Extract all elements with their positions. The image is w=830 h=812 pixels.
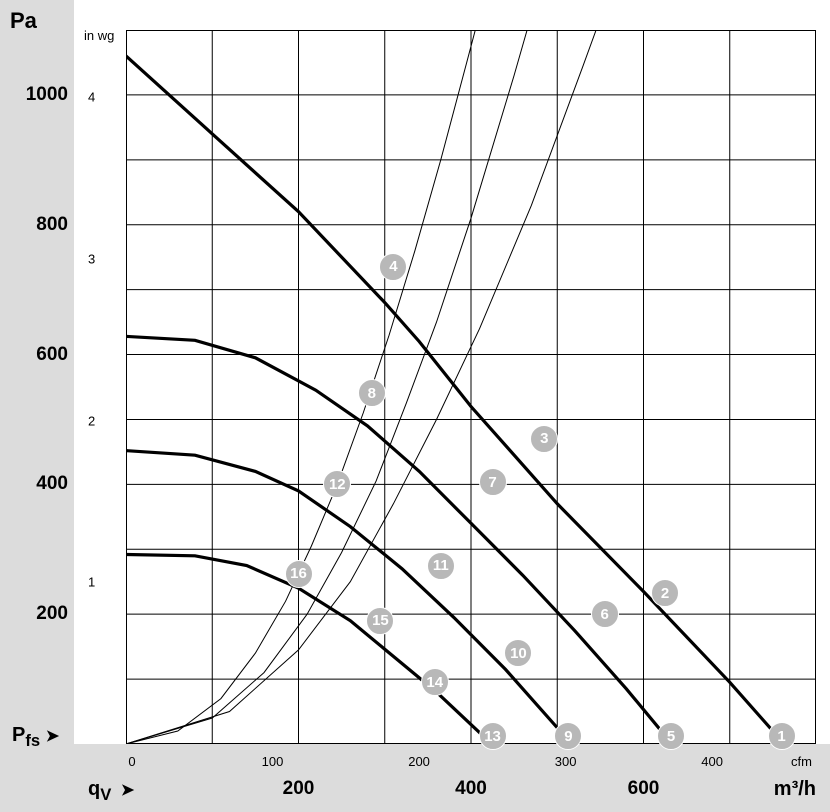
operating-point-marker: 2 bbox=[651, 579, 679, 607]
operating-point-marker: 12 bbox=[323, 470, 351, 498]
operating-point-marker: 5 bbox=[657, 722, 685, 750]
y-tick-secondary: 1 bbox=[88, 575, 95, 590]
y-axis-secondary-unit: in wg bbox=[84, 28, 114, 43]
operating-point-marker: 16 bbox=[285, 560, 313, 588]
operating-point-marker: 6 bbox=[591, 600, 619, 628]
operating-point-marker: 3 bbox=[530, 425, 558, 453]
plot-svg bbox=[126, 30, 816, 744]
operating-point-marker: 15 bbox=[366, 607, 394, 635]
y-tick-primary: 200 bbox=[8, 603, 68, 625]
x-axis-quantity-label: qV ➤ bbox=[88, 778, 134, 805]
x-tick-secondary: 200 bbox=[408, 754, 430, 769]
operating-point-marker: 4 bbox=[379, 253, 407, 281]
x-tick-zero: 0 bbox=[128, 754, 135, 769]
operating-point-marker: 8 bbox=[358, 379, 386, 407]
operating-point-marker: 10 bbox=[504, 639, 532, 667]
y-tick-secondary: 4 bbox=[88, 90, 95, 105]
operating-point-marker: 7 bbox=[479, 468, 507, 496]
x-axis-secondary-unit: cfm bbox=[791, 754, 812, 769]
y-axis-primary-label: Pa bbox=[10, 8, 37, 34]
plot-area bbox=[126, 30, 816, 744]
x-tick-secondary: 400 bbox=[701, 754, 723, 769]
operating-point-marker: 13 bbox=[479, 722, 507, 750]
y-tick-secondary: 2 bbox=[88, 413, 95, 428]
x-tick-primary: 600 bbox=[628, 778, 660, 800]
y-tick-primary: 600 bbox=[8, 344, 68, 366]
operating-point-marker: 1 bbox=[768, 722, 796, 750]
x-tick-primary: 200 bbox=[283, 778, 315, 800]
operating-point-marker: 11 bbox=[427, 552, 455, 580]
x-tick-secondary: 100 bbox=[262, 754, 284, 769]
y-axis-secondary-strip bbox=[74, 0, 126, 744]
fan-curve-chart: Pa in wg Pfs ➤ qV ➤ m³/h cfm 20040060080… bbox=[0, 0, 830, 812]
operating-point-marker: 9 bbox=[554, 722, 582, 750]
y-axis-primary-strip bbox=[0, 0, 74, 812]
operating-point-marker: 14 bbox=[421, 668, 449, 696]
x-tick-primary: 400 bbox=[455, 778, 487, 800]
x-tick-secondary: 300 bbox=[555, 754, 577, 769]
y-tick-primary: 400 bbox=[8, 473, 68, 495]
y-tick-primary: 1000 bbox=[8, 84, 68, 106]
x-axis-primary-unit: m³/h bbox=[774, 778, 816, 801]
y-tick-secondary: 3 bbox=[88, 251, 95, 266]
y-axis-quantity-label: Pfs ➤ bbox=[12, 724, 59, 751]
y-tick-primary: 800 bbox=[8, 214, 68, 236]
